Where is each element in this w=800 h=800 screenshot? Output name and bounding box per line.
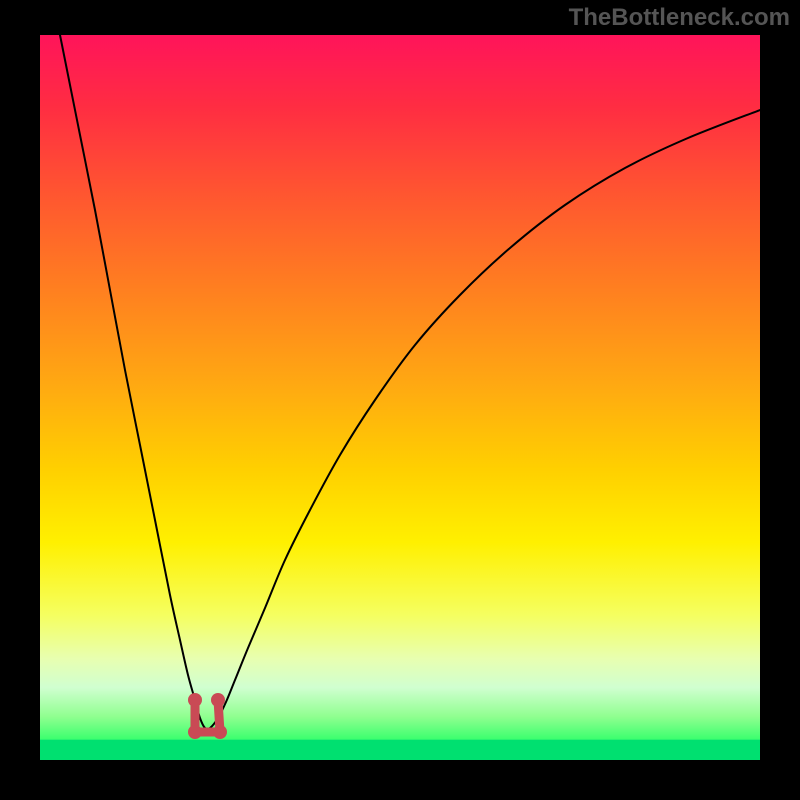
chart-container: { "watermark": "TheBottleneck.com", "cha… <box>0 0 800 800</box>
bottleneck-chart <box>0 0 800 800</box>
bottom-green-band <box>40 740 760 760</box>
watermark-text: TheBottleneck.com <box>569 4 790 32</box>
plot-gradient-background <box>40 35 760 760</box>
